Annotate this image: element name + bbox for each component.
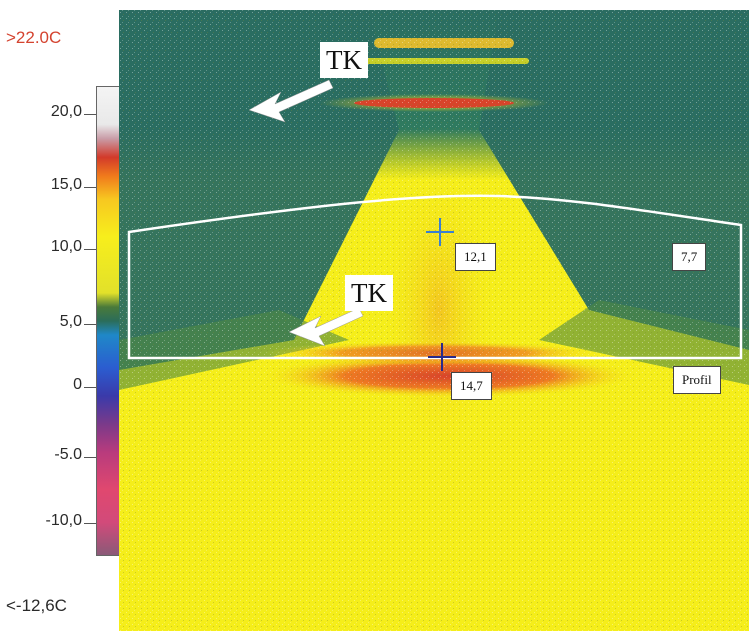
scale-tick-mark [84, 523, 96, 524]
scale-tick-mark [84, 324, 96, 325]
min-temperature-label: <-12,6C [6, 596, 67, 615]
scale-tick-label: 20,0 [50, 103, 82, 120]
scale-tick-label: 15,0 [50, 176, 82, 193]
scale-tick-label: 0 [73, 376, 82, 393]
max-temperature-label: >22.0C [6, 28, 62, 47]
scale-tick-label: 5,0 [59, 313, 82, 330]
scale-tick-label: -5.0 [54, 446, 82, 463]
scale-tick-mark [84, 457, 96, 458]
scale-tick-label: -10,0 [45, 512, 82, 529]
profile-label: Profil [673, 366, 721, 394]
tk-label-lower: TK [345, 275, 393, 311]
scale-tick-mark [84, 187, 96, 188]
measurement-crosshair-icon [428, 343, 456, 371]
scale-tick-mark [84, 114, 96, 115]
tk-label-upper: TK [320, 42, 368, 78]
temperature-value-lower: 14,7 [451, 372, 492, 400]
scale-tick-mark [84, 249, 96, 250]
temperature-value-upper: 12,1 [455, 243, 496, 271]
scale-tick-mark [84, 387, 96, 388]
thermal-image [119, 10, 749, 631]
thermal-image-canvas [119, 10, 749, 631]
temperature-color-scale [96, 86, 120, 556]
temperature-value-right: 7,7 [672, 243, 707, 271]
measurement-crosshair-icon [426, 218, 454, 246]
arrow-icon [288, 307, 364, 347]
arrow-icon [248, 79, 334, 123]
profile-region-outline [127, 194, 743, 360]
scale-tick-label: 10,0 [50, 238, 82, 255]
